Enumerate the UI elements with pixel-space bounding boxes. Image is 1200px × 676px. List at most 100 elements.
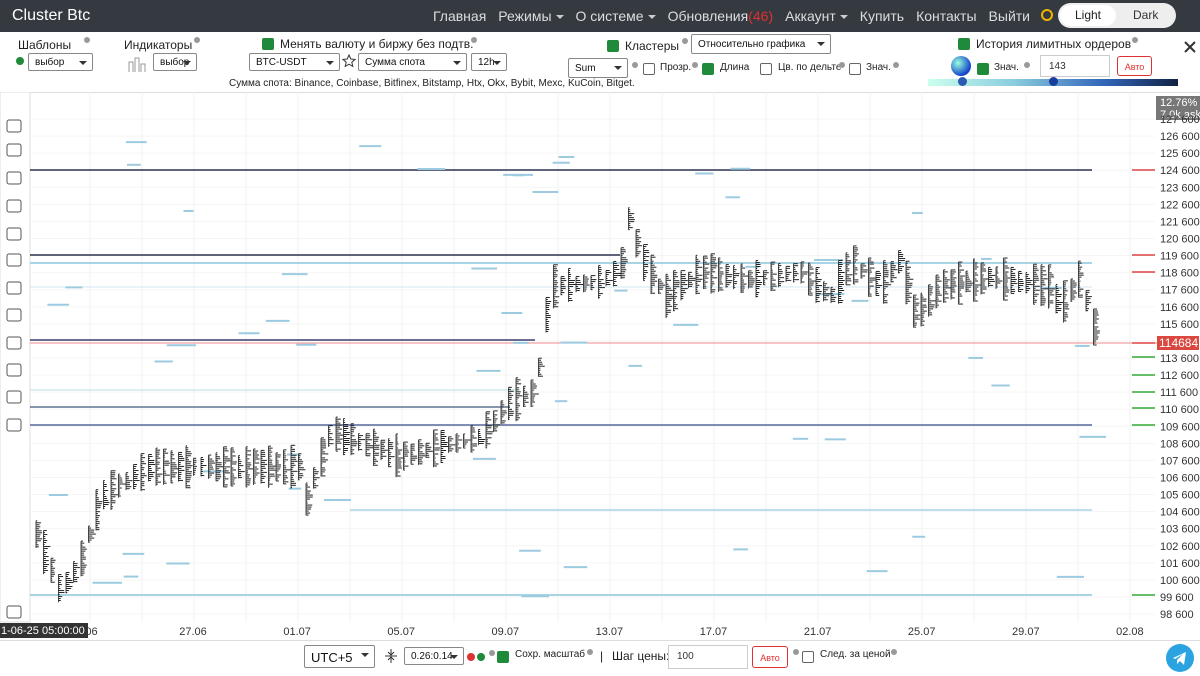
clusters-label: Кластеры xyxy=(625,39,679,53)
cluster-profile xyxy=(65,572,74,594)
ratio-select[interactable]: 0.26:0.14 xyxy=(404,647,464,665)
current-price-box xyxy=(1157,336,1199,350)
cluster-profile xyxy=(463,433,471,449)
help-icon[interactable] xyxy=(793,649,799,655)
cluster-profile xyxy=(1033,263,1040,305)
timezone-select[interactable]: UTC+5 xyxy=(304,645,375,668)
help-icon[interactable] xyxy=(839,62,845,68)
checkbox[interactable] xyxy=(802,651,814,663)
source-select[interactable]: Сумма спота xyxy=(358,53,467,71)
price-label: 113 600 xyxy=(1160,353,1199,365)
checkbox[interactable] xyxy=(958,38,970,50)
cluster-profile xyxy=(1063,280,1070,323)
add-icon[interactable] xyxy=(16,57,24,65)
cluster-profile xyxy=(628,207,635,231)
date-label: 17.07 xyxy=(700,626,728,638)
keep-scale-label: Сохр. масштаб xyxy=(515,649,586,660)
stat-box xyxy=(1156,96,1200,108)
cluster-profile xyxy=(223,446,231,488)
cluster-mode-select[interactable]: Относительно графика xyxy=(691,34,831,54)
nav-link[interactable]: Контакты xyxy=(916,8,977,24)
interval-select[interactable]: 12h xyxy=(471,53,507,71)
telegram-icon[interactable] xyxy=(1166,644,1194,672)
checkbox[interactable] xyxy=(760,63,772,75)
minus-icon[interactable] xyxy=(467,653,475,661)
checkbox[interactable] xyxy=(702,63,714,75)
help-icon[interactable] xyxy=(587,649,593,655)
cluster-profile xyxy=(965,270,974,293)
slider-knob[interactable] xyxy=(1049,77,1058,86)
cluster-profile xyxy=(478,429,486,446)
nav-link[interactable]: Выйти xyxy=(988,8,1030,24)
pair-select[interactable]: BTC-USDT xyxy=(249,53,340,71)
date-label: 09.07 xyxy=(492,626,520,638)
checkbox[interactable] xyxy=(262,38,274,50)
help-icon[interactable] xyxy=(893,62,899,68)
help-icon[interactable] xyxy=(692,62,698,68)
help-icon[interactable] xyxy=(1024,62,1030,68)
indicators-select[interactable]: выбор xyxy=(153,53,197,71)
scale-icon[interactable] xyxy=(384,648,398,664)
checkbox[interactable] xyxy=(977,63,989,75)
date-label: 01.07 xyxy=(283,626,311,638)
nav-link[interactable]: Режимы xyxy=(498,8,563,24)
price-label: 115 600 xyxy=(1160,319,1199,331)
cluster-profile xyxy=(455,433,463,453)
cluster-profile xyxy=(58,574,65,603)
theme-dark[interactable]: Dark xyxy=(1133,8,1159,22)
tool-icon xyxy=(6,227,22,241)
stat-label: 7.0k ask xyxy=(1160,109,1200,121)
cluster-profile xyxy=(613,260,621,287)
help-icon[interactable] xyxy=(471,37,477,43)
slider-knob[interactable] xyxy=(958,77,967,86)
help-icon[interactable] xyxy=(489,650,495,656)
nav-link[interactable]: Купить xyxy=(859,8,905,24)
date-label: 29.07 xyxy=(1012,626,1040,638)
color-picker[interactable] xyxy=(951,56,971,76)
nav-link[interactable]: Главная xyxy=(432,8,487,24)
plus-icon[interactable] xyxy=(477,653,485,661)
price-label: 101 600 xyxy=(1160,558,1200,570)
close-icon[interactable] xyxy=(1183,40,1197,54)
cluster-profile xyxy=(448,436,456,453)
checkbox[interactable] xyxy=(849,63,861,75)
cluster-agg-select[interactable]: Sum xyxy=(568,58,628,78)
cluster-profile xyxy=(1085,290,1092,312)
brand[interactable]: Cluster Btc xyxy=(12,7,91,24)
help-icon[interactable] xyxy=(194,37,200,43)
cluster-profile xyxy=(905,260,914,305)
help-icon[interactable] xyxy=(84,37,90,43)
help-icon[interactable] xyxy=(1132,37,1138,43)
checkbox[interactable] xyxy=(607,40,619,52)
nav-link[interactable]: Обновления(46) xyxy=(668,8,774,24)
checkbox[interactable] xyxy=(643,63,655,75)
spot-note: Сумма спота: Binance, Coinbase, Bitfinex… xyxy=(229,78,635,89)
theme-light[interactable]: Light xyxy=(1060,5,1116,26)
cluster-profile xyxy=(883,260,892,304)
step-input[interactable]: 100 xyxy=(668,645,748,669)
nav-link[interactable]: О системе xyxy=(576,8,656,24)
help-icon[interactable] xyxy=(632,62,638,68)
tool-icon xyxy=(6,143,22,157)
checkbox[interactable] xyxy=(497,651,509,663)
cluster-profile xyxy=(658,278,666,295)
help-icon[interactable] xyxy=(682,38,688,44)
navbar: Cluster Btc Главная Режимы О системе Обн… xyxy=(0,0,1200,32)
cluster-profile xyxy=(793,263,799,283)
price-label: 126 600 xyxy=(1160,131,1200,143)
cursor-time-box xyxy=(0,623,88,638)
help-icon[interactable] xyxy=(891,649,897,655)
price-label: 103 600 xyxy=(1160,524,1200,536)
orders-value-input[interactable]: 143 xyxy=(1040,55,1110,77)
auto-button[interactable]: Авто xyxy=(752,646,788,668)
cluster-profile xyxy=(590,275,597,291)
nav-link[interactable]: Аккаунт xyxy=(785,8,848,24)
templates-select[interactable]: выбор xyxy=(28,53,93,71)
auto-button[interactable]: Авто xyxy=(1117,56,1152,76)
star-icon[interactable] xyxy=(342,54,356,68)
theme-toggle[interactable]: Light Dark xyxy=(1058,3,1176,28)
cluster-profile xyxy=(935,274,942,309)
cluster-profile xyxy=(433,429,440,468)
cluster-profile xyxy=(530,379,539,408)
cluster-profile xyxy=(740,263,749,294)
